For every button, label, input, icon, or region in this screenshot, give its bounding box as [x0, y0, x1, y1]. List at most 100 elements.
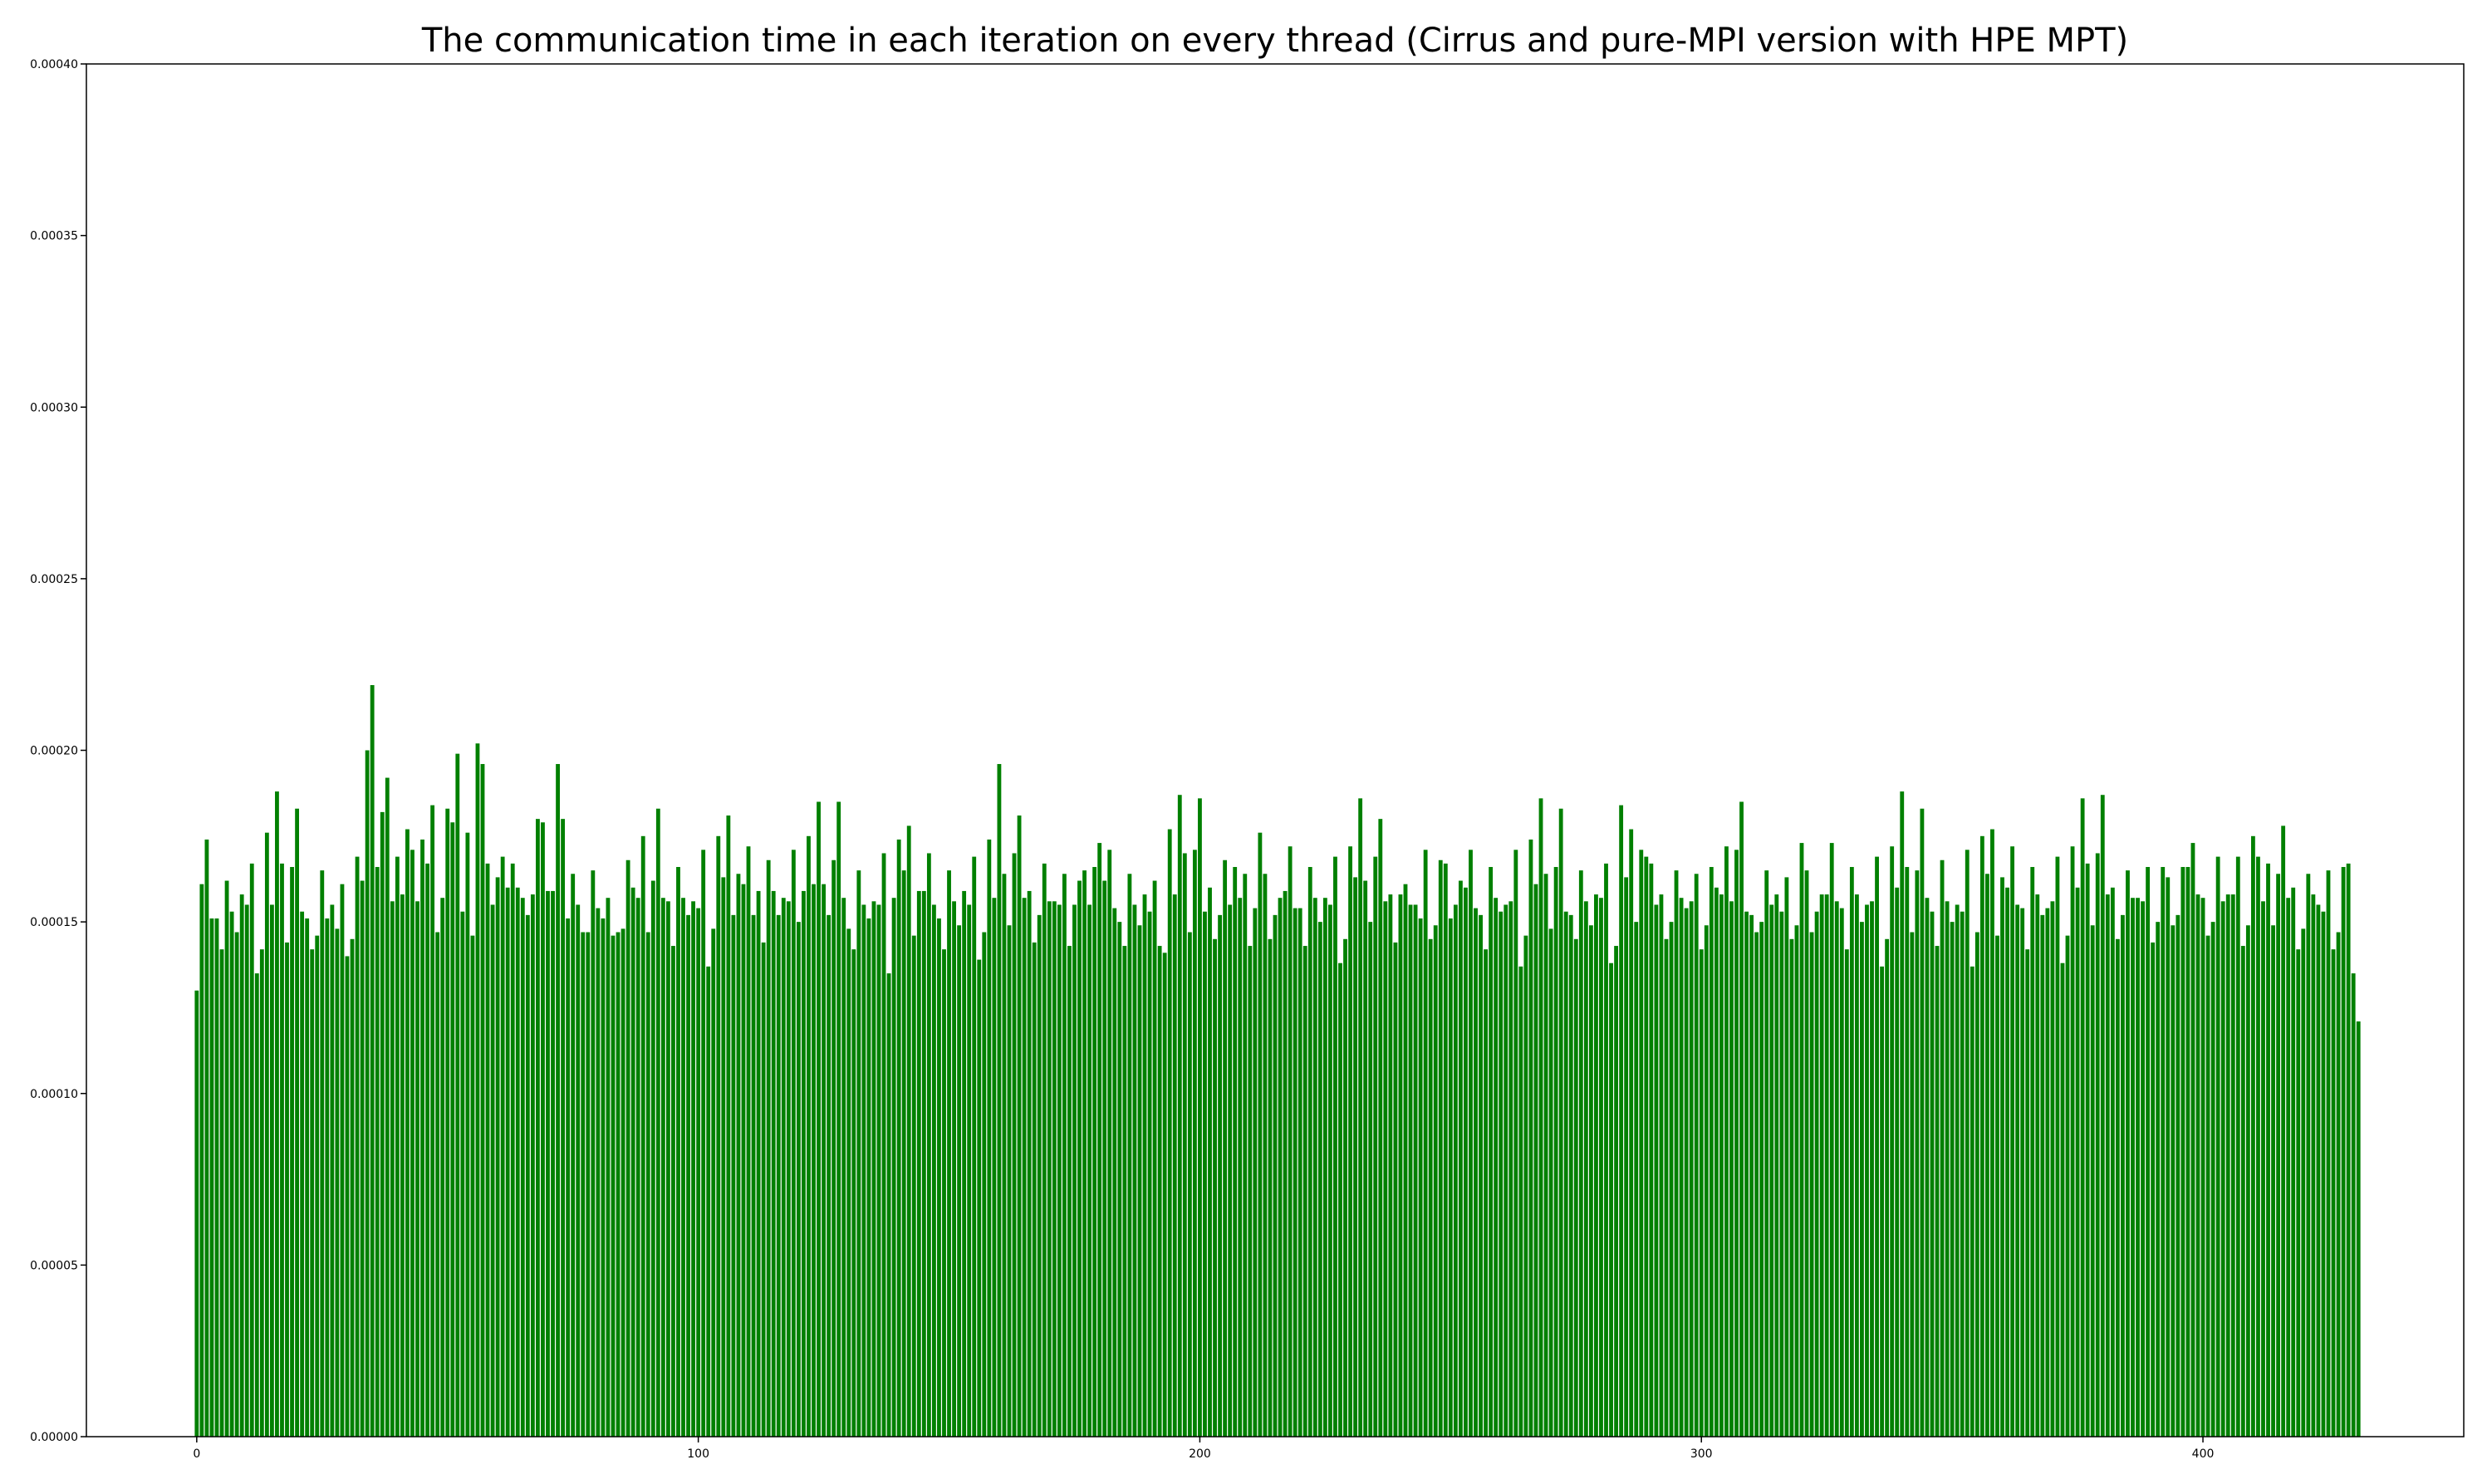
bar-296	[1679, 898, 1684, 1437]
bar-16	[275, 791, 279, 1437]
y-tick-label: 0.00010	[30, 1088, 78, 1101]
bar-273	[1563, 911, 1568, 1437]
bar-172	[1057, 904, 1062, 1437]
bar-299	[1694, 874, 1699, 1437]
bar-265	[1523, 935, 1528, 1437]
bar-46	[425, 863, 429, 1437]
bar-102	[706, 966, 711, 1437]
bar-94	[665, 901, 670, 1437]
bar-336	[1880, 966, 1885, 1437]
bar-76	[576, 904, 581, 1437]
bar-85	[621, 928, 625, 1437]
bar-123	[812, 884, 816, 1437]
bar-263	[1513, 850, 1518, 1437]
bar-40	[395, 856, 400, 1437]
bar-213	[1263, 874, 1268, 1437]
bar-409	[2245, 925, 2250, 1437]
bar-239	[1393, 942, 1398, 1437]
bar-305	[1724, 846, 1729, 1437]
y-tick-label: 0.00005	[30, 1259, 78, 1272]
bar-72	[556, 764, 560, 1437]
bar-43	[410, 850, 415, 1437]
bar-121	[802, 890, 806, 1437]
bar-63	[510, 863, 515, 1437]
y-tick-label: 0.00000	[30, 1431, 78, 1444]
bar-406	[2230, 894, 2235, 1437]
bar-301	[1704, 925, 1709, 1437]
bar-407	[2235, 856, 2240, 1437]
bar-358	[1990, 829, 1994, 1437]
bar-194	[1167, 829, 1172, 1437]
bar-292	[1659, 894, 1664, 1437]
bar-242	[1408, 904, 1413, 1437]
bar-329	[1844, 949, 1849, 1437]
bar-201	[1203, 911, 1207, 1437]
bar-321	[1804, 870, 1809, 1437]
bar-353	[1965, 850, 1970, 1437]
bar-297	[1684, 908, 1689, 1437]
y-tick-label: 0.00030	[30, 401, 78, 414]
bar-412	[2261, 901, 2265, 1437]
bar-317	[1784, 877, 1789, 1437]
bar-320	[1799, 843, 1804, 1437]
bar-220	[1298, 908, 1302, 1437]
bar-12	[254, 973, 259, 1437]
bar-10	[244, 904, 249, 1437]
bar-269	[1543, 874, 1548, 1437]
bar-157	[982, 932, 987, 1437]
bar-284	[1619, 805, 1624, 1437]
bar-408	[2240, 946, 2245, 1437]
bar-381	[2105, 894, 2110, 1437]
bar-4	[214, 918, 219, 1437]
bar-226	[1328, 904, 1332, 1437]
bar-6	[224, 880, 229, 1437]
bar-303	[1714, 887, 1719, 1437]
bar-417	[2286, 898, 2291, 1437]
bar-267	[1533, 884, 1538, 1437]
bar-202	[1208, 887, 1212, 1437]
bar-364	[2020, 908, 2025, 1437]
bar-293	[1664, 938, 1669, 1437]
bar-285	[1624, 877, 1629, 1437]
bar-254	[1469, 850, 1473, 1437]
bar-294	[1669, 922, 1674, 1437]
bar-186	[1127, 874, 1132, 1437]
bar-354	[1970, 966, 1974, 1437]
bar-346	[1930, 911, 1935, 1437]
bar-144	[916, 890, 921, 1437]
bar-49	[440, 898, 445, 1437]
bar-79	[591, 870, 596, 1437]
bar-103	[711, 928, 716, 1437]
bar-56	[475, 743, 480, 1437]
bar-130	[846, 928, 851, 1437]
bar-416	[2281, 825, 2286, 1437]
bars-layer	[194, 684, 2361, 1437]
bar-289	[1644, 856, 1649, 1437]
bar-309	[1744, 911, 1749, 1437]
bar-429	[2346, 863, 2351, 1437]
bar-316	[1779, 911, 1784, 1437]
bar-217	[1283, 890, 1288, 1437]
bar-122	[807, 835, 811, 1437]
bar-337	[1885, 938, 1890, 1437]
bar-141	[901, 870, 906, 1437]
bar-348	[1940, 860, 1945, 1437]
bar-178	[1087, 904, 1092, 1437]
bar-21	[300, 911, 305, 1437]
bar-110	[746, 846, 751, 1437]
bar-200	[1198, 798, 1202, 1437]
bar-402	[2210, 922, 2215, 1437]
plot-frame	[86, 63, 2465, 1437]
bar-415	[2276, 874, 2281, 1437]
bar-55	[470, 935, 475, 1437]
bar-331	[1854, 894, 1859, 1437]
bar-388	[2141, 901, 2145, 1437]
bar-78	[586, 932, 591, 1437]
bar-328	[1839, 908, 1844, 1437]
bar-367	[2035, 894, 2040, 1437]
bar-13	[259, 949, 264, 1437]
bar-107	[731, 914, 736, 1437]
bar-313	[1764, 870, 1769, 1437]
bar-133	[861, 904, 866, 1437]
bar-251	[1453, 904, 1458, 1437]
